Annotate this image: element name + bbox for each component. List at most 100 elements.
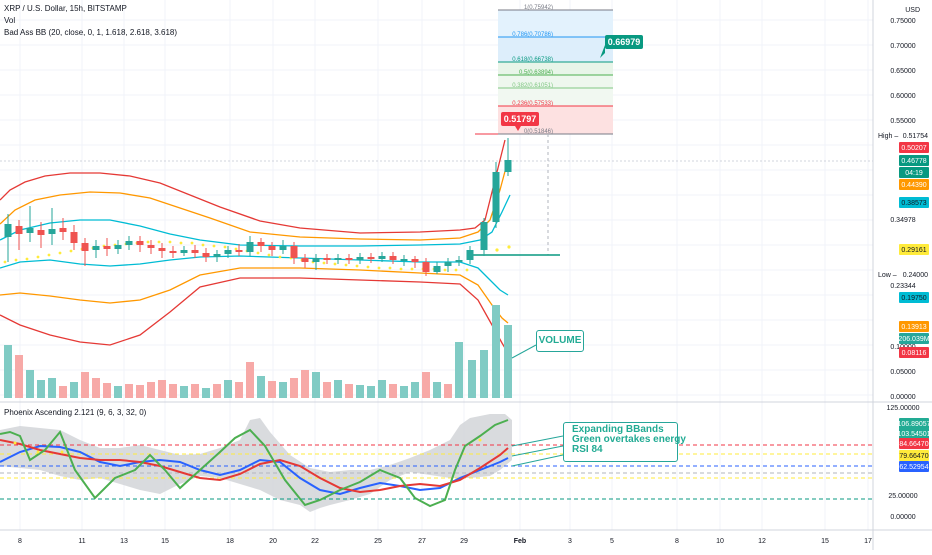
candle-body bbox=[180, 250, 188, 253]
basis-dot bbox=[507, 245, 511, 249]
time-tick-label: 3 bbox=[568, 538, 572, 545]
volume-bar bbox=[301, 370, 309, 398]
volume-bar bbox=[480, 350, 488, 398]
price-tag bbox=[899, 167, 929, 178]
basis-dot bbox=[256, 251, 260, 255]
fib-zone bbox=[498, 88, 613, 106]
candle-body bbox=[235, 250, 243, 252]
candle-body bbox=[81, 243, 89, 251]
osc-tick-label: 125.00000 bbox=[886, 405, 919, 412]
price-tag-value: 0.19750 bbox=[901, 295, 926, 302]
candle-body bbox=[147, 245, 155, 248]
price-tag-value: 0.38573 bbox=[901, 200, 926, 207]
basis-dot bbox=[344, 263, 348, 267]
volume-bar bbox=[147, 382, 155, 398]
price-tag-value: 0.13913 bbox=[901, 324, 926, 331]
oscillator-legend[interactable]: Phoenix Ascending 2.121 (9, 6, 3, 32, 0) bbox=[4, 408, 147, 417]
candle-body bbox=[158, 248, 166, 251]
time-tick-label: 22 bbox=[311, 538, 319, 545]
oscillator bbox=[0, 414, 873, 512]
annotation-pointer bbox=[511, 435, 564, 447]
volume-bar bbox=[15, 355, 23, 398]
osc-tag-value: 62.52954 bbox=[899, 464, 928, 471]
green-callout-text: 0.66979 bbox=[608, 37, 641, 47]
candle-body bbox=[466, 250, 474, 260]
candle-body bbox=[169, 251, 177, 253]
volume-callout: VOLUME bbox=[536, 330, 584, 352]
currency-label: USD bbox=[905, 7, 920, 14]
grid-lines bbox=[0, 0, 873, 530]
price-tick-label: 0.05000 bbox=[890, 369, 915, 376]
oscillator-dot bbox=[36, 450, 40, 454]
osc-tag-value: 84.66470 bbox=[899, 441, 928, 448]
bb-legend[interactable]: Bad Ass BB (20, close, 0, 1, 1.618, 2.61… bbox=[4, 28, 177, 37]
basis-dot bbox=[234, 247, 238, 251]
volume-bar bbox=[468, 360, 476, 398]
time-tick-label: 15 bbox=[821, 538, 829, 545]
basis-dot bbox=[157, 240, 161, 244]
volume-bar bbox=[389, 384, 397, 398]
price-tag-value: 0.46778 bbox=[901, 158, 926, 165]
basis-dot bbox=[388, 266, 392, 270]
price-tag-value: 0.29161 bbox=[901, 247, 926, 254]
basis-dot bbox=[168, 240, 172, 244]
bb-outer-lower bbox=[0, 277, 509, 354]
candle-body bbox=[37, 230, 45, 235]
basis-dot bbox=[355, 264, 359, 268]
candle-body bbox=[323, 258, 331, 260]
basis-dot bbox=[267, 253, 271, 257]
candle-body bbox=[26, 228, 34, 233]
candle-body bbox=[492, 172, 500, 222]
volume-bar bbox=[114, 386, 122, 398]
osc-tag-value: 106.89057 bbox=[897, 421, 930, 428]
osc-tag bbox=[899, 418, 929, 429]
candle-body bbox=[59, 228, 67, 232]
fib-zone bbox=[498, 75, 613, 88]
osc-tag bbox=[899, 461, 929, 472]
bollinger-bands bbox=[0, 139, 511, 354]
volume-bars bbox=[4, 305, 512, 398]
price-tick-label: 0.34978 bbox=[890, 217, 915, 224]
time-tick-label: 13 bbox=[120, 538, 128, 545]
oscillator-dot bbox=[60, 450, 64, 454]
volume-bar bbox=[59, 386, 67, 398]
oscillator-dot bbox=[13, 441, 17, 445]
basis-dot bbox=[179, 241, 183, 245]
symbol-title[interactable]: XRP / U.S. Dollar, 15h, BITSTAMP bbox=[4, 4, 127, 13]
basis-dot bbox=[399, 267, 403, 271]
red-price-callout bbox=[501, 112, 539, 126]
time-axis: 8 11 13 15 18 20 22 25 27 29 Feb 3 5 8 10 12 15 17 bbox=[18, 538, 872, 545]
price-tag bbox=[899, 347, 929, 358]
candle-body bbox=[433, 266, 441, 272]
osc-tag bbox=[899, 428, 929, 439]
candle-body bbox=[455, 260, 463, 262]
candle-body bbox=[400, 259, 408, 261]
red-callout-text: 0.51797 bbox=[504, 114, 537, 124]
basis-dot bbox=[3, 260, 7, 264]
price-tag bbox=[899, 142, 929, 153]
oscillator-dot bbox=[478, 438, 482, 442]
basis-dot bbox=[454, 268, 458, 272]
osc-tick-label: 25.00000 bbox=[888, 493, 917, 500]
price-tick-label: 0.60000 bbox=[890, 93, 915, 100]
basis-dot bbox=[69, 249, 73, 253]
price-tag-value: 206.039M bbox=[898, 336, 929, 343]
candle-body bbox=[334, 258, 342, 260]
vol-legend[interactable]: Vol bbox=[4, 16, 16, 25]
candle-body bbox=[191, 250, 199, 253]
candle-body bbox=[290, 246, 298, 258]
candle-body bbox=[15, 226, 23, 234]
osc-tag-value: 103.54501 bbox=[897, 431, 930, 438]
green-price-callout bbox=[605, 35, 643, 49]
volume-bar bbox=[191, 384, 199, 398]
volume-bar bbox=[202, 388, 210, 398]
price-tag-value: 04:19 bbox=[905, 170, 923, 177]
fib-zone bbox=[498, 62, 613, 75]
fib-level-label: 0(0.51846) bbox=[524, 129, 553, 135]
volume-bar bbox=[422, 372, 430, 398]
time-tick-label: 29 bbox=[460, 538, 468, 545]
time-tick-label: 27 bbox=[418, 538, 426, 545]
volume-bar bbox=[70, 382, 78, 398]
fib-level-label: 1(0.75942) bbox=[524, 5, 553, 11]
